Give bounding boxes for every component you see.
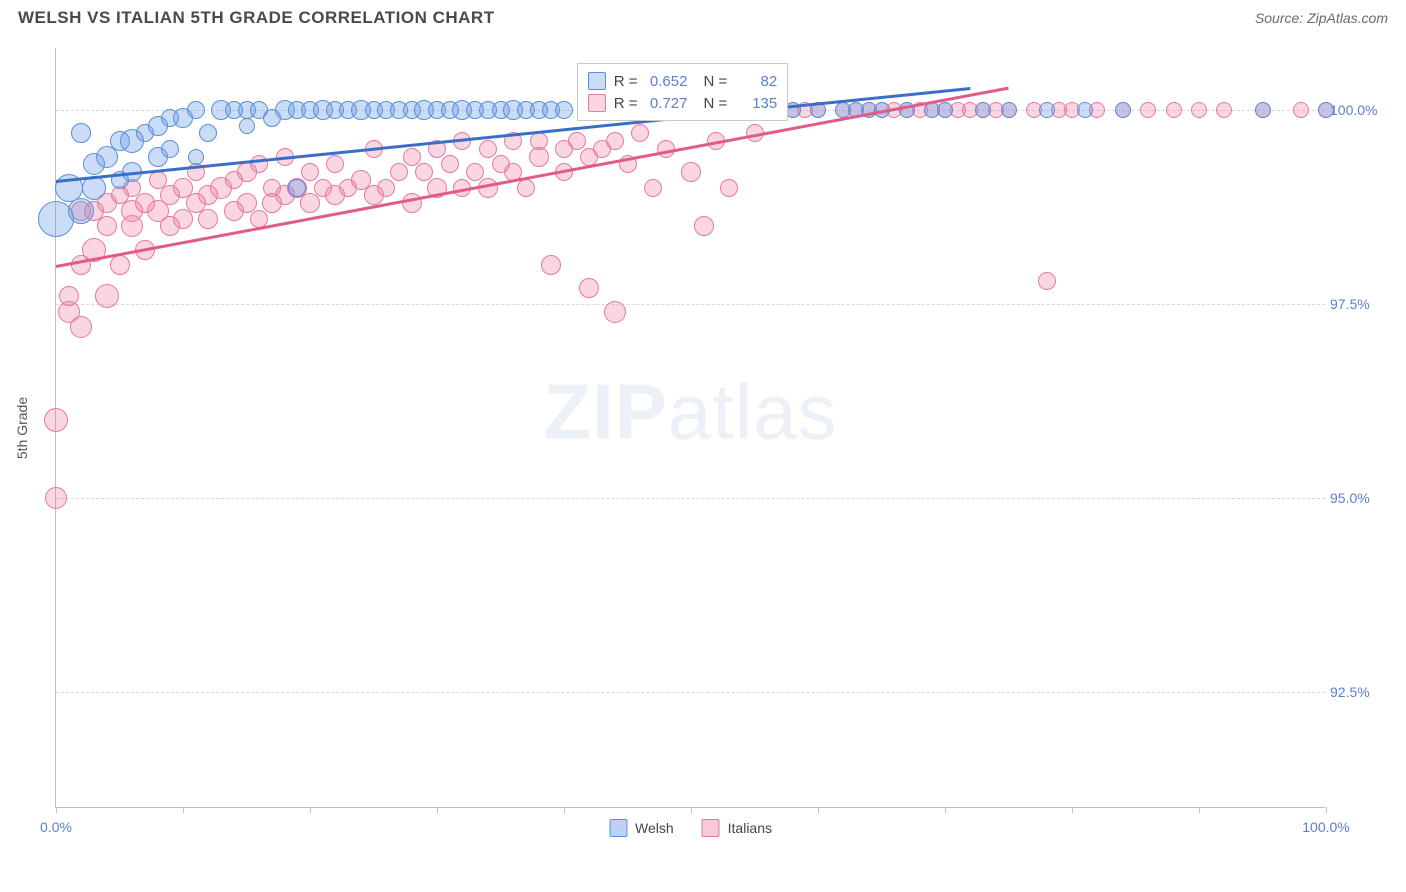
data-point [720,179,738,197]
gridline [56,692,1325,693]
data-point [198,209,218,229]
data-point [288,179,306,197]
legend-item: Welsh [609,819,674,837]
stats-n-value: 82 [735,73,777,90]
legend-item: Italians [702,819,772,837]
y-tick-label: 95.0% [1330,490,1385,506]
data-point [568,132,586,150]
data-point [161,140,179,158]
stats-n-value: 135 [735,95,777,112]
y-tick-label: 97.5% [1330,296,1385,312]
data-point [1115,102,1131,118]
watermark: ZIPatlas [543,367,837,458]
legend-label: Italians [728,820,772,836]
stats-n-label: N = [703,95,727,112]
legend-label: Welsh [635,820,674,836]
data-point [1318,102,1334,118]
gridline [56,498,1325,499]
stats-r-label: R = [614,73,638,90]
data-point [517,179,535,197]
x-tick [183,807,184,813]
stats-r-value: 0.727 [645,95,687,112]
stats-r-label: R = [614,95,638,112]
data-point [694,216,714,236]
data-point [631,124,649,142]
y-tick-label: 92.5% [1330,684,1385,700]
chart-source: Source: ZipAtlas.com [1255,10,1388,26]
x-tick [437,807,438,813]
gridline [56,304,1325,305]
data-point [300,193,320,213]
legend-swatch [588,94,606,112]
data-point [975,102,991,118]
watermark-zip: ZIP [543,368,667,456]
stats-row: R = 0.652 N = 82 [588,70,778,92]
data-point [71,123,91,143]
y-tick-label: 100.0% [1330,102,1385,118]
data-point [479,140,497,158]
data-point [1077,102,1093,118]
chart-header: WELSH VS ITALIAN 5TH GRADE CORRELATION C… [0,0,1406,32]
data-point [530,132,548,150]
data-point [579,278,599,298]
stats-n-label: N = [703,73,727,90]
data-point [1039,102,1055,118]
data-point [187,101,205,119]
data-point [1166,102,1182,118]
data-point [110,255,130,275]
x-tick [818,807,819,813]
data-point [377,179,395,197]
data-point [44,408,68,432]
data-point [301,163,319,181]
scatter-chart: 5th Grade ZIPatlas 92.5%95.0%97.5%100.0%… [55,48,1325,808]
data-point [441,155,459,173]
data-point [937,102,953,118]
data-point [390,163,408,181]
data-point [188,149,204,165]
stats-row: R = 0.727 N = 135 [588,92,778,114]
data-point [1038,272,1056,290]
data-point [68,198,94,224]
legend-swatch [609,819,627,837]
x-tick [56,807,57,813]
data-point [45,487,67,509]
data-point [97,216,117,236]
chart-title: WELSH VS ITALIAN 5TH GRADE CORRELATION C… [18,8,495,28]
data-point [59,286,79,306]
watermark-rest: atlas [668,368,838,456]
data-point [70,316,92,338]
stats-r-value: 0.652 [645,73,687,90]
y-axis-label: 5th Grade [14,396,30,458]
data-point [1216,102,1232,118]
data-point [326,155,344,173]
x-tick [945,807,946,813]
data-point [1255,102,1271,118]
x-tick-label: 0.0% [40,819,72,835]
x-tick [1199,807,1200,813]
legend-swatch [702,819,720,837]
data-point [606,132,624,150]
data-point [199,124,217,142]
data-point [239,118,255,134]
legend-swatch [588,72,606,90]
data-point [1293,102,1309,118]
bottom-legend: Welsh Italians [609,819,772,837]
stats-legend-box: R = 0.652 N = 82 R = 0.727 N = 135 [577,63,789,121]
x-tick [1072,807,1073,813]
x-tick [1326,807,1327,813]
data-point [644,179,662,197]
data-point [403,148,421,166]
x-tick [564,807,565,813]
data-point [1140,102,1156,118]
x-tick [691,807,692,813]
data-point [95,284,119,308]
data-point [681,162,701,182]
x-tick-label: 100.0% [1302,819,1349,835]
data-point [1191,102,1207,118]
data-point [1001,102,1017,118]
data-point [555,101,573,119]
data-point [541,255,561,275]
data-point [604,301,626,323]
x-tick [310,807,311,813]
